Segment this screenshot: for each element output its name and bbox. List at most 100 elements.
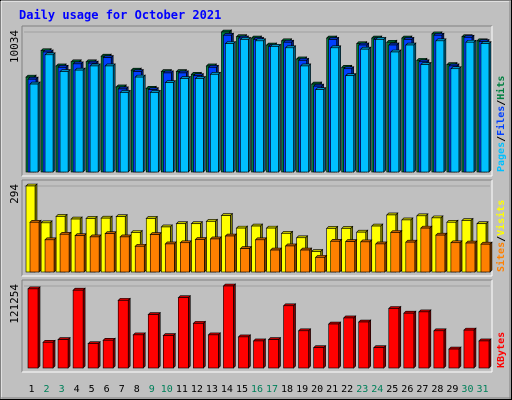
- x-tick-label-22: 22: [341, 384, 353, 395]
- bar-sites-day-20: [314, 254, 328, 273]
- legend-files: Files: [495, 106, 507, 136]
- bar-front-face: [223, 285, 234, 369]
- bar-front-face: [59, 71, 69, 173]
- bar-kbytes-day-10: [162, 332, 177, 369]
- bar-front-face: [149, 234, 160, 273]
- x-tick-label-4: 4: [74, 384, 80, 395]
- bar-kbytes-day-14: [222, 283, 237, 369]
- bar-front-face: [480, 243, 491, 273]
- bar-front-face: [132, 334, 144, 369]
- bar-front-face: [180, 242, 190, 273]
- bar-pages-day-25: [390, 49, 402, 173]
- bar-front-face: [405, 44, 415, 173]
- bar-pages-day-12: [194, 75, 207, 173]
- bar-front-face: [403, 312, 415, 369]
- x-tick-label-6: 6: [104, 384, 110, 395]
- bar-sites-day-23: [359, 239, 373, 273]
- bar-front-face: [448, 348, 460, 369]
- bar-front-face: [74, 69, 84, 173]
- bar-front-face: [255, 40, 264, 173]
- bar-front-face: [149, 92, 159, 173]
- x-tick-label-9: 9: [149, 384, 155, 395]
- bar-front-face: [119, 92, 129, 173]
- bar-pages-day-29: [450, 66, 462, 173]
- x-tick-label-18: 18: [281, 384, 293, 395]
- bar-front-face: [195, 239, 205, 273]
- bar-front-face: [330, 47, 339, 173]
- y-tick-label: 10034: [8, 30, 21, 63]
- bar-kbytes-day-4: [72, 287, 86, 369]
- bar-side-face: [112, 337, 116, 369]
- bar-side-face: [157, 311, 161, 369]
- bar-kbytes-day-25: [388, 305, 402, 369]
- bar-side-face: [158, 231, 162, 273]
- bar-pages-day-20: [314, 86, 327, 173]
- x-tick-label-13: 13: [206, 384, 218, 395]
- bar-kbytes-day-31: [478, 338, 492, 369]
- bar-pages-day-9: [149, 89, 161, 173]
- bar-front-face: [102, 339, 114, 369]
- bar-front-face: [44, 54, 54, 173]
- bar-side-face: [188, 75, 191, 173]
- bar-front-face: [117, 300, 129, 369]
- panel-visits-sites: 294 Sites/Visits: [8, 179, 507, 277]
- x-tick-label-2: 2: [44, 384, 50, 395]
- bar-sites-day-21: [329, 238, 343, 273]
- bar-pages-day-26: [405, 42, 417, 173]
- bar-side-face: [218, 71, 221, 173]
- bar-front-face: [478, 340, 490, 369]
- bar-sites-day-9: [149, 231, 162, 273]
- bar-front-face: [119, 236, 130, 273]
- bar-front-face: [463, 329, 475, 369]
- bar-front-face: [195, 78, 204, 173]
- bar-front-face: [375, 243, 386, 273]
- bar-sites-day-8: [134, 243, 147, 273]
- bar-front-face: [29, 83, 39, 173]
- bar-front-face: [72, 289, 84, 369]
- bar-front-face: [193, 323, 204, 369]
- bar-front-face: [104, 65, 114, 173]
- legend-separator: /: [496, 100, 507, 106]
- bar-front-face: [343, 317, 354, 369]
- bar-side-face: [188, 294, 191, 369]
- bar-front-face: [238, 336, 249, 369]
- bar-sites-day-28: [435, 232, 448, 273]
- bar-front-face: [164, 82, 174, 173]
- bar-pages-day-6: [104, 63, 116, 173]
- bar-front-face: [375, 39, 385, 173]
- bar-front-face: [147, 314, 159, 369]
- bar-side-face: [97, 63, 101, 173]
- bar-kbytes-day-13: [207, 332, 222, 369]
- legend-hits: Hits: [495, 76, 507, 100]
- bar-front-face: [420, 64, 430, 173]
- x-tick-label-24: 24: [371, 384, 383, 395]
- x-tick-label-10: 10: [161, 384, 173, 395]
- bar-front-face: [285, 47, 294, 173]
- bar-front-face: [210, 238, 220, 273]
- bar-front-face: [134, 76, 144, 173]
- legend-separator: /: [496, 236, 507, 242]
- bar-front-face: [328, 323, 339, 369]
- bar-front-face: [162, 335, 174, 369]
- bar-side-face: [203, 320, 206, 369]
- bar-front-face: [240, 248, 250, 273]
- bar-sites-day-15: [239, 245, 253, 273]
- bar-sites-day-7: [119, 234, 132, 273]
- bar-pages-day-22: [344, 73, 357, 173]
- bar-sites-day-19: [299, 247, 313, 273]
- bar-front-face: [270, 249, 280, 273]
- bar-pages-day-28: [435, 38, 447, 173]
- bar-front-face: [360, 48, 370, 173]
- bar-pages-day-15: [239, 36, 252, 173]
- bar-kbytes-day-18: [282, 303, 297, 369]
- bar-sites-day-24: [375, 241, 388, 273]
- bar-front-face: [480, 43, 490, 173]
- bar-sites-day-10: [164, 241, 178, 273]
- bar-sites-day-5: [89, 234, 102, 273]
- bar-side-face: [189, 240, 192, 273]
- x-tick-label-7: 7: [119, 384, 125, 395]
- x-tick-label-19: 19: [296, 384, 308, 395]
- bar-sites-day-6: [104, 230, 117, 273]
- bar-front-face: [29, 221, 40, 273]
